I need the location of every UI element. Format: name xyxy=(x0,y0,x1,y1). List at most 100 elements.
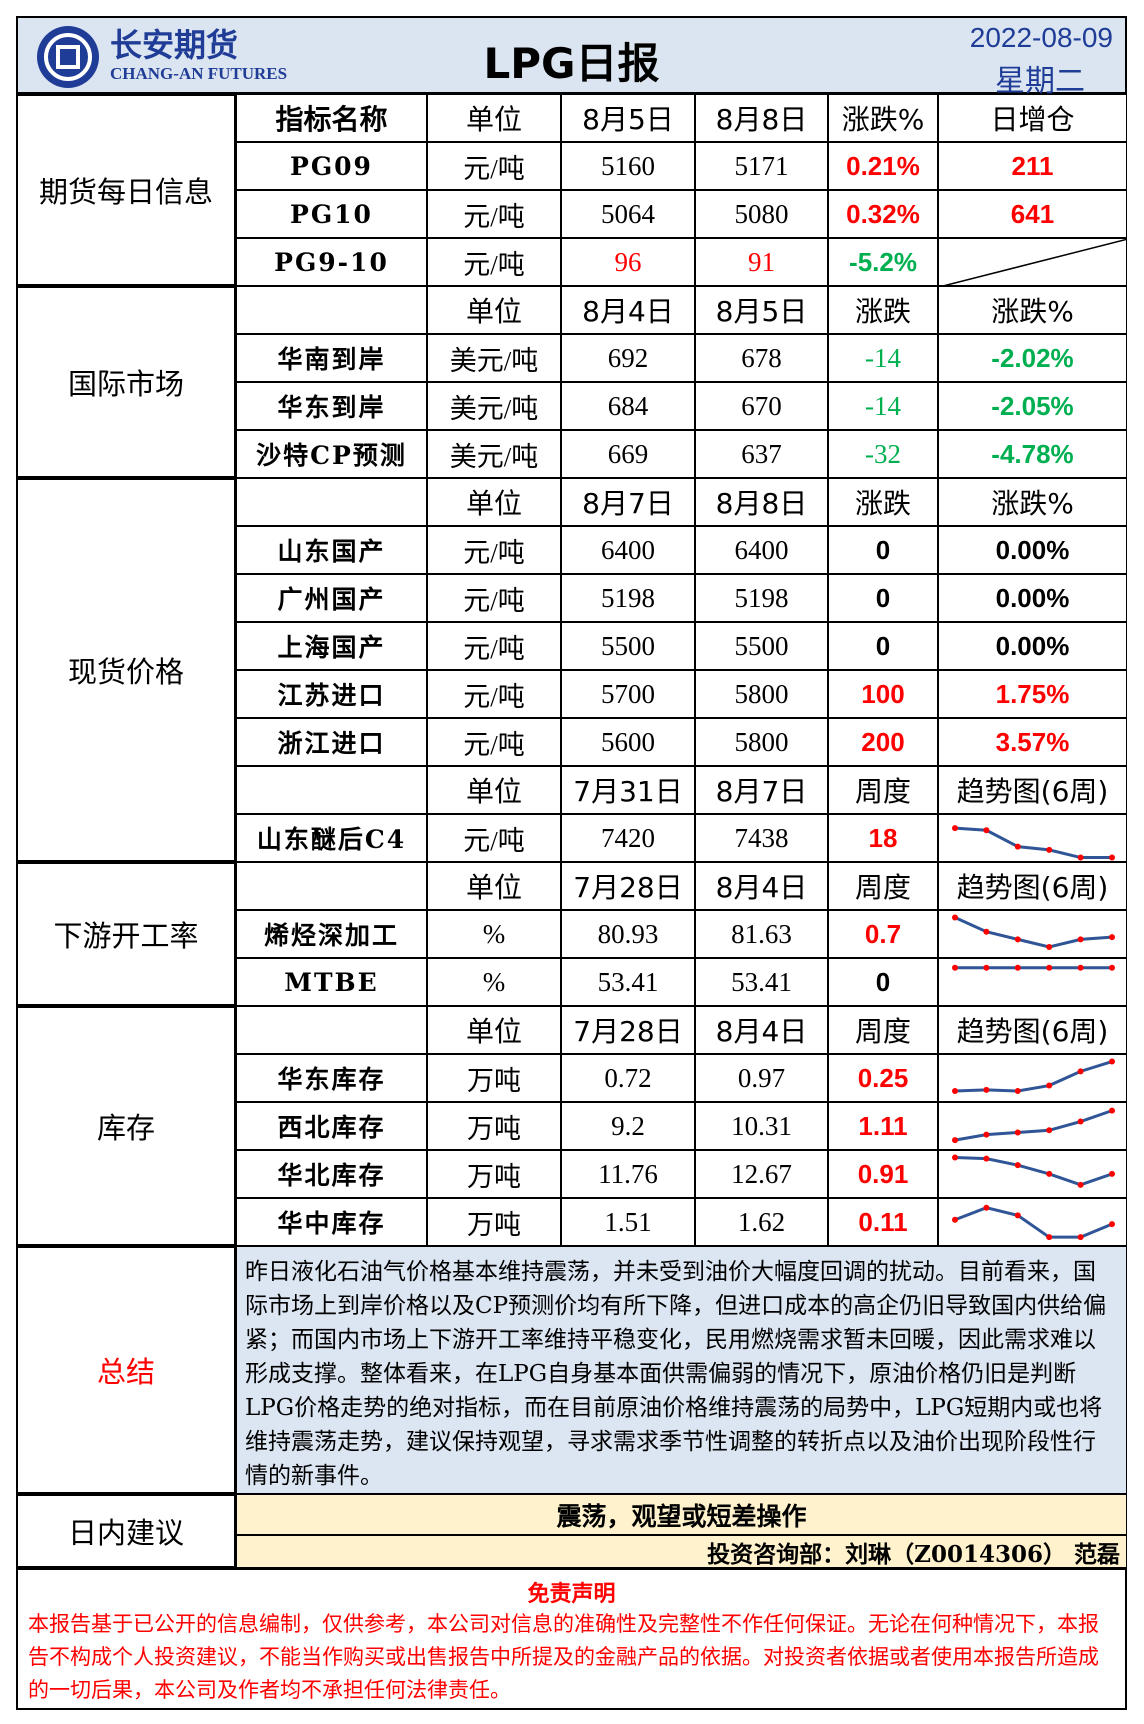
value-cell: 0 xyxy=(828,526,938,574)
cell: 11.76 xyxy=(561,1150,695,1198)
cell: 5500 xyxy=(695,622,828,670)
cell: 元/吨 xyxy=(427,622,561,670)
cell: 元/吨 xyxy=(427,814,561,862)
cell: 9.2 xyxy=(561,1102,695,1150)
header-cell: 7月28日 xyxy=(561,862,695,910)
analysts: 投资咨询部：刘琳（Z0014306） 范磊 xyxy=(236,1535,1127,1568)
trend-point xyxy=(983,1204,990,1211)
trend-point xyxy=(1077,936,1084,943)
header-cell: 单位 xyxy=(427,286,561,334)
cell: 上海国产 xyxy=(236,622,427,670)
company-en: CHANG-AN FUTURES xyxy=(110,64,288,83)
cell: 广州国产 xyxy=(236,574,427,622)
header-cell: 8月4日 xyxy=(561,286,695,334)
trend-cell xyxy=(938,1054,1127,1102)
trend-point xyxy=(983,827,990,834)
cell: 元/吨 xyxy=(427,142,561,190)
cell: 5800 xyxy=(695,670,828,718)
header-cell: 8月4日 xyxy=(695,1006,828,1054)
cell: 元/吨 xyxy=(427,190,561,238)
cell: 5500 xyxy=(561,622,695,670)
trend-cell xyxy=(938,1102,1127,1150)
cell: PG9-10 xyxy=(236,238,427,286)
section-label: 期货每日信息 xyxy=(16,94,236,286)
trend-point xyxy=(1109,964,1115,971)
value-cell: 100 xyxy=(828,670,938,718)
header-cell: 7月31日 xyxy=(561,766,695,814)
trend-point xyxy=(983,1155,990,1162)
section-label: 国际市场 xyxy=(16,286,236,478)
sparkline xyxy=(952,1058,1115,1094)
trend-line xyxy=(954,1060,1113,1093)
value-cell: 0.00% xyxy=(938,574,1127,622)
trend-point xyxy=(1046,1234,1053,1241)
trend-point xyxy=(983,964,990,971)
cell: 5171 xyxy=(695,142,828,190)
value-cell: 3.57% xyxy=(938,718,1127,766)
trend-point xyxy=(952,825,958,832)
cell: 1.62 xyxy=(695,1198,828,1246)
header-cell: 日增仓 xyxy=(938,94,1127,142)
trend-point xyxy=(1014,1212,1021,1219)
header-cell: 单位 xyxy=(427,1006,561,1054)
trend-line xyxy=(954,1156,1113,1187)
sparkline xyxy=(952,825,1115,861)
empty-cell xyxy=(236,1006,427,1054)
empty-cell xyxy=(938,238,1127,286)
trend-point xyxy=(1014,1088,1021,1094)
sparkline xyxy=(952,914,1115,950)
cell: 元/吨 xyxy=(427,238,561,286)
cell: 678 xyxy=(695,334,828,382)
value-cell: -2.05% xyxy=(938,382,1127,430)
value-cell: 200 xyxy=(828,718,938,766)
value-cell: 211 xyxy=(938,142,1127,190)
value-cell: -4.78% xyxy=(938,430,1127,478)
cell: 7420 xyxy=(561,814,695,862)
header-cell: 周度 xyxy=(828,862,938,910)
cell: 5700 xyxy=(561,670,695,718)
trend-cell xyxy=(938,958,1127,1006)
sparkline xyxy=(952,964,1115,971)
cell: 美元/吨 xyxy=(427,430,561,478)
cell: 692 xyxy=(561,334,695,382)
weekday: 星期二 xyxy=(995,64,1085,99)
cell: 西北库存 xyxy=(236,1102,427,1150)
cell: 华东到岸 xyxy=(236,382,427,430)
trend-point xyxy=(1014,1162,1021,1169)
header-cell: 单位 xyxy=(427,766,561,814)
summary-label: 总结 xyxy=(16,1246,236,1494)
value-cell: 0.25 xyxy=(828,1054,938,1102)
cell: 5800 xyxy=(695,718,828,766)
value-cell: 641 xyxy=(938,190,1127,238)
trend-point xyxy=(1109,1107,1115,1114)
cell: PG09 xyxy=(236,142,427,190)
header-cell: 涨跌 xyxy=(828,286,938,334)
cell: MTBE xyxy=(236,958,427,1006)
company: 长安期货 xyxy=(110,26,239,64)
cell: 万吨 xyxy=(427,1150,561,1198)
header-cell: 指标名称 xyxy=(236,94,427,142)
cell: 万吨 xyxy=(427,1198,561,1246)
header-cell: 8月7日 xyxy=(695,766,828,814)
value-cell: 0.11 xyxy=(828,1198,938,1246)
advice-label: 日内建议 xyxy=(16,1494,236,1568)
cell: 山东醚后C4 xyxy=(236,814,427,862)
trend-point xyxy=(1046,944,1053,950)
section-label: 下游开工率 xyxy=(16,862,236,1006)
trend-point xyxy=(1046,1170,1053,1177)
cell: 6400 xyxy=(695,526,828,574)
cell: 80.93 xyxy=(561,910,695,958)
logo xyxy=(37,26,99,88)
header-cell: 周度 xyxy=(828,1006,938,1054)
cell: 81.63 xyxy=(695,910,828,958)
cell: 沙特CP预测 xyxy=(236,430,427,478)
trend-point xyxy=(952,1137,958,1144)
trend-point xyxy=(1109,934,1115,941)
header: 长安期货 CHANG-AN FUTURES LPG日报 2022-08-09 星… xyxy=(16,16,1127,99)
disclaimer-title: 免责声明 xyxy=(527,1581,616,1607)
cell: 53.41 xyxy=(695,958,828,1006)
header-cell: 8月7日 xyxy=(561,478,695,526)
cell: 6400 xyxy=(561,526,695,574)
header-cell: 8月8日 xyxy=(695,94,828,142)
